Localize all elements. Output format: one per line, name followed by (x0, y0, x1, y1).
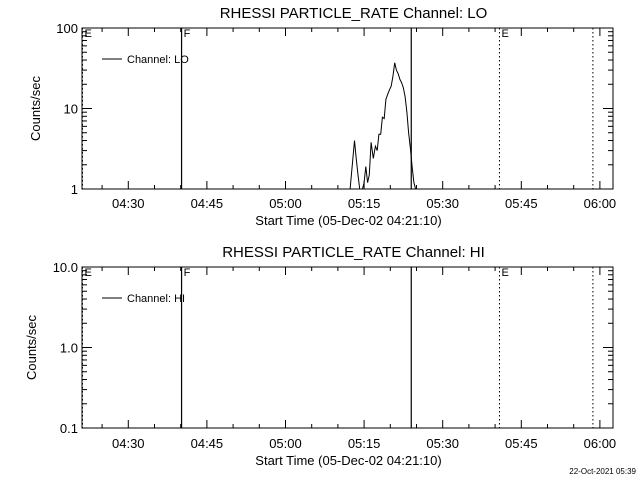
x-axis-label: Start Time (05-Dec-02 04:21:10) (255, 213, 441, 228)
x-tick-label: 04:30 (112, 196, 145, 211)
x-tick-label: 06:00 (584, 196, 617, 211)
chart-panel-1: RHESSI PARTICLE_RATE Channel: LO E F E Chann… (28, 5, 616, 228)
x-tick-label: 06:00 (584, 436, 617, 451)
x-tick-label: 04:45 (191, 436, 224, 451)
chart-panel-2: RHESSI PARTICLE_RATE Channel: HI E F E Chann… (24, 244, 616, 468)
plot-frame (81, 266, 614, 429)
x-tick-label: 05:00 (269, 196, 302, 211)
y-tick-label: 0.1 (60, 421, 78, 436)
x-tick-label: 04:30 (112, 436, 145, 451)
marker-label-4: E (501, 267, 508, 279)
marker-label-2: F (184, 28, 191, 40)
x-axis-label: Start Time (05-Dec-02 04:21:10) (255, 453, 441, 468)
x-tick-label: 05:30 (426, 196, 459, 211)
footer-timestamp: 22-Oct-2021 05:39 (569, 467, 636, 476)
x-tick-label: 05:15 (348, 196, 381, 211)
x-tick-label: 05:30 (426, 436, 459, 451)
x-tick-label: 05:45 (505, 436, 538, 451)
plot-frame (81, 27, 614, 190)
y-tick-label: 10 (64, 102, 78, 117)
x-tick-label: 04:45 (191, 196, 224, 211)
chart-title: RHESSI PARTICLE_RATE Channel: HI (222, 244, 485, 261)
marker-label-2: F (184, 267, 191, 279)
marker-label-1: E (85, 28, 92, 40)
x-tick-label: 05:00 (269, 436, 302, 451)
x-tick-label: 05:15 (348, 436, 381, 451)
y-axis-label: Counts/sec (24, 314, 39, 380)
y-axis-label: Counts/sec (28, 75, 43, 141)
legend-label: Channel: HI (127, 293, 185, 305)
chart-title: RHESSI PARTICLE_RATE Channel: LO (220, 5, 488, 22)
series-line-1 (349, 62, 417, 189)
y-tick-label: 100 (56, 21, 78, 36)
y-tick-label: 1.0 (60, 341, 78, 356)
marker-label-1: E (85, 267, 92, 279)
marker-label-4: E (501, 28, 508, 40)
legend-label: Channel: LO (127, 54, 189, 66)
y-tick-label: 1 (71, 182, 78, 197)
y-tick-label: 10.0 (53, 260, 78, 275)
x-tick-label: 05:45 (505, 196, 538, 211)
